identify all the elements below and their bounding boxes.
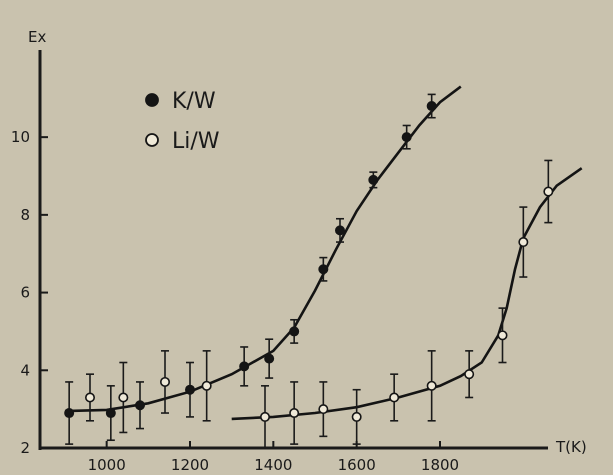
x-tick-label: 1000: [88, 456, 126, 474]
data-point-li-w: [389, 373, 400, 422]
marker-open: [543, 186, 554, 197]
data-point-li-w: [543, 159, 554, 224]
data-point-li-w: [201, 350, 212, 422]
data-point-k-w: [334, 217, 345, 243]
legend-marker: [145, 93, 159, 107]
data-point-k-w: [426, 93, 437, 119]
marker-open: [464, 369, 475, 380]
legend-marker: [145, 133, 159, 147]
marker-open: [85, 392, 96, 403]
marker-open: [259, 411, 270, 422]
data-point-li-w: [118, 361, 129, 434]
marker-filled: [64, 408, 75, 419]
marker-filled: [135, 400, 146, 411]
x-tick-label: 1200: [171, 456, 209, 474]
legend-label: K/W: [172, 89, 216, 114]
fit-curve-li-w: [231, 167, 583, 421]
legend-label: Li/W: [172, 129, 220, 154]
fit-curves: [64, 85, 583, 421]
data-point-k-w: [135, 381, 146, 430]
data-point-li-w: [85, 373, 96, 422]
y-tick-label: 6: [20, 284, 30, 302]
marker-filled: [426, 101, 437, 112]
x-tick-label: 1600: [338, 456, 376, 474]
data-point-li-w: [351, 388, 362, 445]
data-point-li-w: [289, 381, 300, 445]
data-point-k-w: [264, 338, 275, 379]
marker-open: [318, 404, 329, 415]
data-points: [64, 93, 554, 449]
y-tick-label: 10: [11, 128, 30, 146]
data-point-li-w: [318, 381, 329, 438]
data-point-k-w: [401, 124, 412, 150]
y-tick-label: 8: [20, 206, 30, 224]
marker-filled: [368, 174, 379, 185]
axis-labels: Ex T(K): [28, 28, 587, 456]
data-point-li-w: [464, 350, 475, 399]
y-tick-label: 4: [20, 361, 30, 379]
data-point-k-w: [239, 346, 250, 387]
marker-filled: [289, 326, 300, 337]
marker-open: [289, 408, 300, 419]
data-point-k-w: [318, 256, 329, 282]
marker-filled: [264, 353, 275, 364]
marker-open: [426, 380, 437, 391]
data-point-k-w: [105, 385, 116, 442]
marker-filled: [401, 132, 412, 143]
marker-open: [160, 376, 171, 387]
marker-open: [201, 380, 212, 391]
fit-curve-k-w: [64, 85, 462, 413]
data-point-li-w: [160, 350, 171, 414]
data-point-k-w: [289, 318, 300, 344]
data-point-k-w: [185, 361, 196, 418]
x-tick-label: 1800: [421, 456, 459, 474]
axes: [38, 50, 548, 450]
marker-filled: [185, 384, 196, 395]
y-axis-label: Ex: [28, 28, 46, 46]
x-axis-label: T(K): [555, 438, 587, 456]
marker-open: [351, 411, 362, 422]
marker-filled: [334, 225, 345, 236]
legend: K/W Li/W: [145, 89, 220, 154]
marker-open: [497, 330, 508, 341]
marker-open: [118, 392, 129, 403]
marker-open: [518, 237, 529, 248]
data-point-li-w: [518, 206, 529, 278]
marker-filled: [105, 408, 116, 419]
marker-filled: [239, 361, 250, 372]
data-point-k-w: [64, 381, 75, 445]
y-tick-label: 2: [20, 439, 30, 457]
data-point-k-w: [368, 171, 379, 189]
data-point-li-w: [497, 307, 508, 364]
data-point-li-w: [259, 385, 270, 449]
ticks: 1000 1200 1400 1600 1800 2 4 6 8 10: [11, 128, 459, 474]
data-point-li-w: [426, 350, 437, 422]
marker-filled: [318, 264, 329, 275]
marker-open: [389, 392, 400, 403]
x-tick-label: 1400: [254, 456, 292, 474]
